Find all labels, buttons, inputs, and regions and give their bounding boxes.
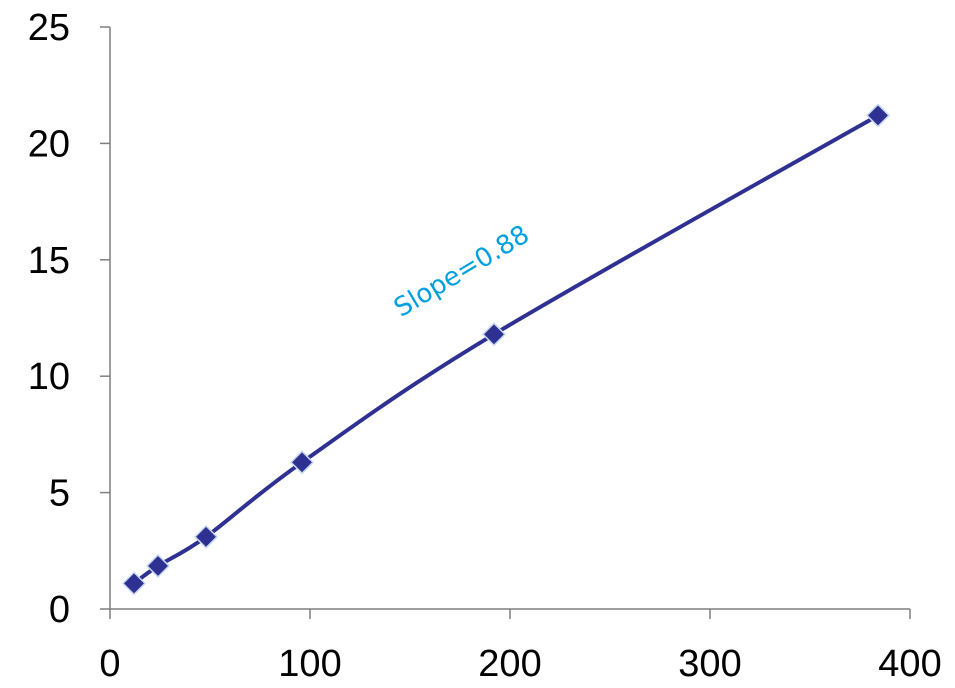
x-tick-label: 400 <box>878 643 941 685</box>
axes: 0 5 10 15 20 25 0 100 200 300 400 <box>28 7 942 685</box>
x-tick-label: 300 <box>678 643 741 685</box>
annotation-layer: Slope=0.88 <box>389 220 535 324</box>
y-tick-label: 15 <box>28 240 70 282</box>
data-point-marker <box>193 524 219 549</box>
y-tick-label: 0 <box>49 589 70 631</box>
x-axis-ticks: 0 100 200 300 400 <box>99 609 942 685</box>
y-tick-label: 5 <box>49 473 70 515</box>
x-tick-label: 200 <box>478 643 541 685</box>
y-tick-label: 20 <box>28 123 70 165</box>
series-layer <box>121 103 891 596</box>
data-point-marker <box>481 322 507 347</box>
data-point-marker <box>865 103 891 128</box>
series-line <box>132 113 880 586</box>
data-point-marker <box>289 450 315 475</box>
x-tick-label: 0 <box>99 643 120 685</box>
x-tick-label: 100 <box>278 643 341 685</box>
data-point-marker <box>145 553 171 578</box>
y-tick-label: 25 <box>28 7 70 49</box>
y-tick-label: 10 <box>28 356 70 398</box>
data-point-marker <box>121 571 147 596</box>
y-axis-ticks: 0 5 10 15 20 25 <box>28 7 110 631</box>
slope-annotation: Slope=0.88 <box>389 220 535 324</box>
